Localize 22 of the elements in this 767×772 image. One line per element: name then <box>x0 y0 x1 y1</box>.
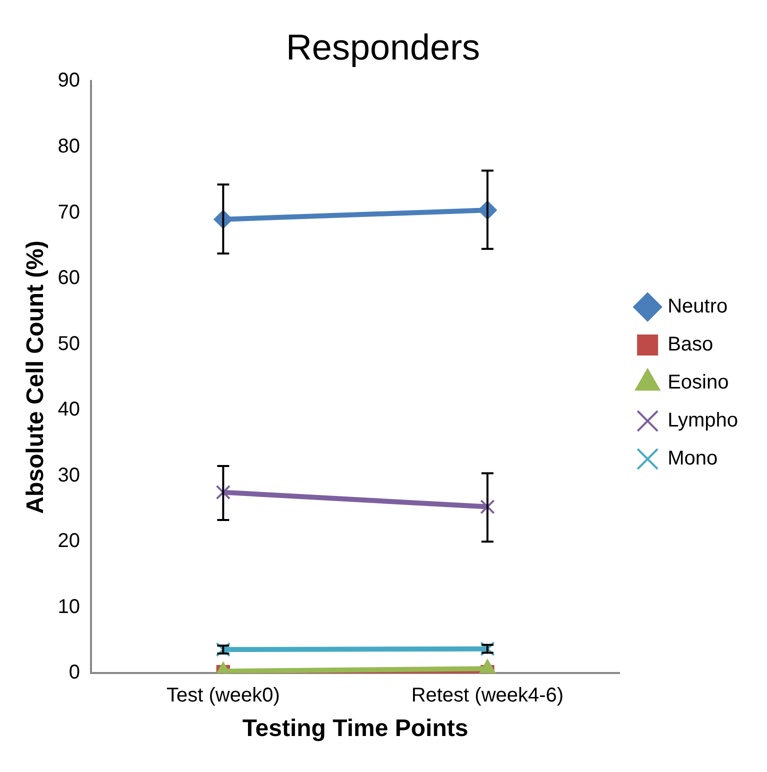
chart-title: Responders <box>286 26 480 68</box>
point <box>216 484 231 500</box>
x-tick-label: Test (week0) <box>166 684 280 707</box>
y-tick-label: 80 <box>58 135 80 158</box>
x-tick-label: Retest (week4-6) <box>411 684 564 707</box>
legend-label: Neutro <box>668 296 728 318</box>
y-tick-label: 20 <box>58 530 80 552</box>
y-tick-label: 30 <box>58 464 80 486</box>
y-tick-label: 0 <box>68 662 80 684</box>
y-tick-label: 50 <box>58 332 80 355</box>
legend-label: Eosino <box>668 372 729 394</box>
y-tick-label: 10 <box>58 596 80 618</box>
x-axis-title: Testing Time Points <box>242 715 468 742</box>
legend-label: Mono <box>668 448 718 470</box>
legend-label: Baso <box>668 334 714 356</box>
y-tick-label: 90 <box>58 70 80 92</box>
y-tick-label: 70 <box>58 201 80 224</box>
y-tick-label: 60 <box>58 267 80 290</box>
y-tick-label: 40 <box>58 398 80 421</box>
point <box>480 499 495 514</box>
legend-label: Lympho <box>668 410 738 432</box>
y-axis-title: Absolute Cell Count (%) <box>22 240 50 514</box>
